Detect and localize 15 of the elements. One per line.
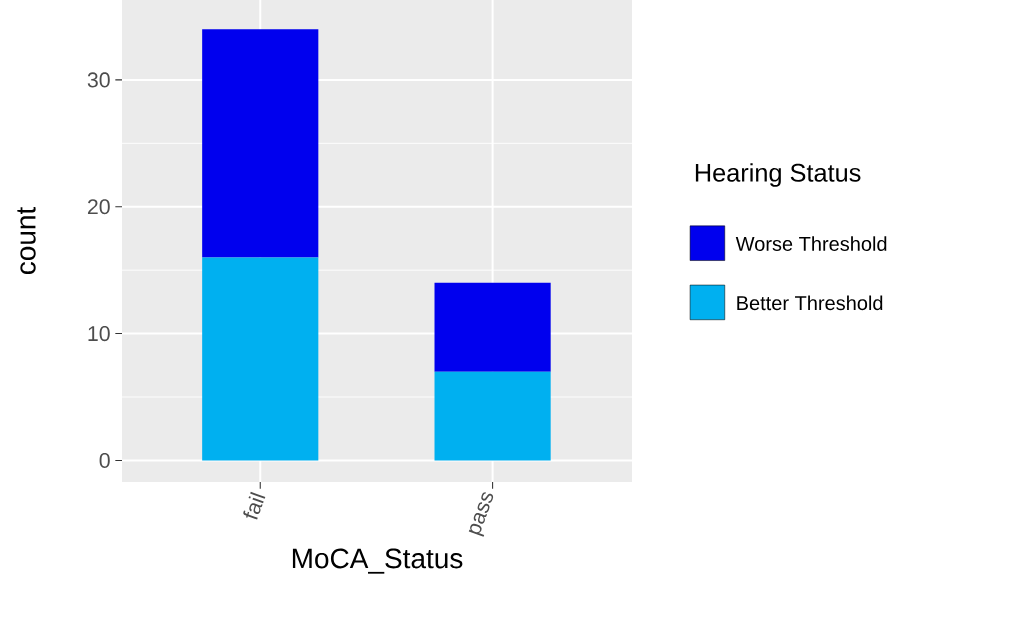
bar bbox=[202, 257, 319, 461]
x-axis-title: MoCA_Status bbox=[292, 548, 463, 574]
legend-label: Better Threshold bbox=[737, 295, 883, 311]
y-tick-label: 10 bbox=[88, 326, 110, 342]
bar bbox=[434, 371, 551, 461]
bar bbox=[202, 29, 319, 258]
y-axis-title: count bbox=[17, 206, 36, 275]
legend-title: Hearing Status bbox=[695, 163, 861, 187]
y-tick-label: 30 bbox=[87, 72, 110, 88]
legend-label: Worse Threshold bbox=[735, 236, 887, 251]
y-tick-label: 20 bbox=[87, 199, 110, 215]
y-tick-label: 0 bbox=[99, 452, 110, 468]
bar bbox=[434, 282, 551, 372]
x-tick-label: fail bbox=[243, 491, 266, 520]
x-tick-label: pass bbox=[468, 492, 494, 537]
